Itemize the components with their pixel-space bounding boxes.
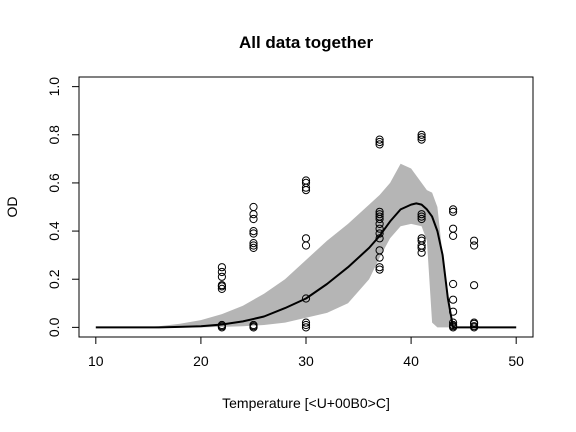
y-tick-label: 1.0 (46, 77, 62, 97)
chart-title: All data together (239, 33, 374, 52)
x-tick-label: 20 (193, 353, 209, 369)
y-tick-label: 0.6 (46, 173, 62, 193)
y-tick-label: 0.8 (46, 125, 62, 145)
y-tick-label: 0.0 (46, 317, 62, 337)
y-tick-label: 0.2 (46, 269, 62, 289)
x-tick-label: 40 (403, 353, 419, 369)
y-axis-label: OD (4, 197, 20, 218)
x-axis-label: Temperature [<U+00B0>C] (222, 395, 390, 411)
y-tick-label: 0.4 (46, 221, 62, 241)
x-tick-label: 30 (298, 353, 314, 369)
x-tick-label: 10 (88, 353, 104, 369)
x-tick-label: 50 (508, 353, 524, 369)
